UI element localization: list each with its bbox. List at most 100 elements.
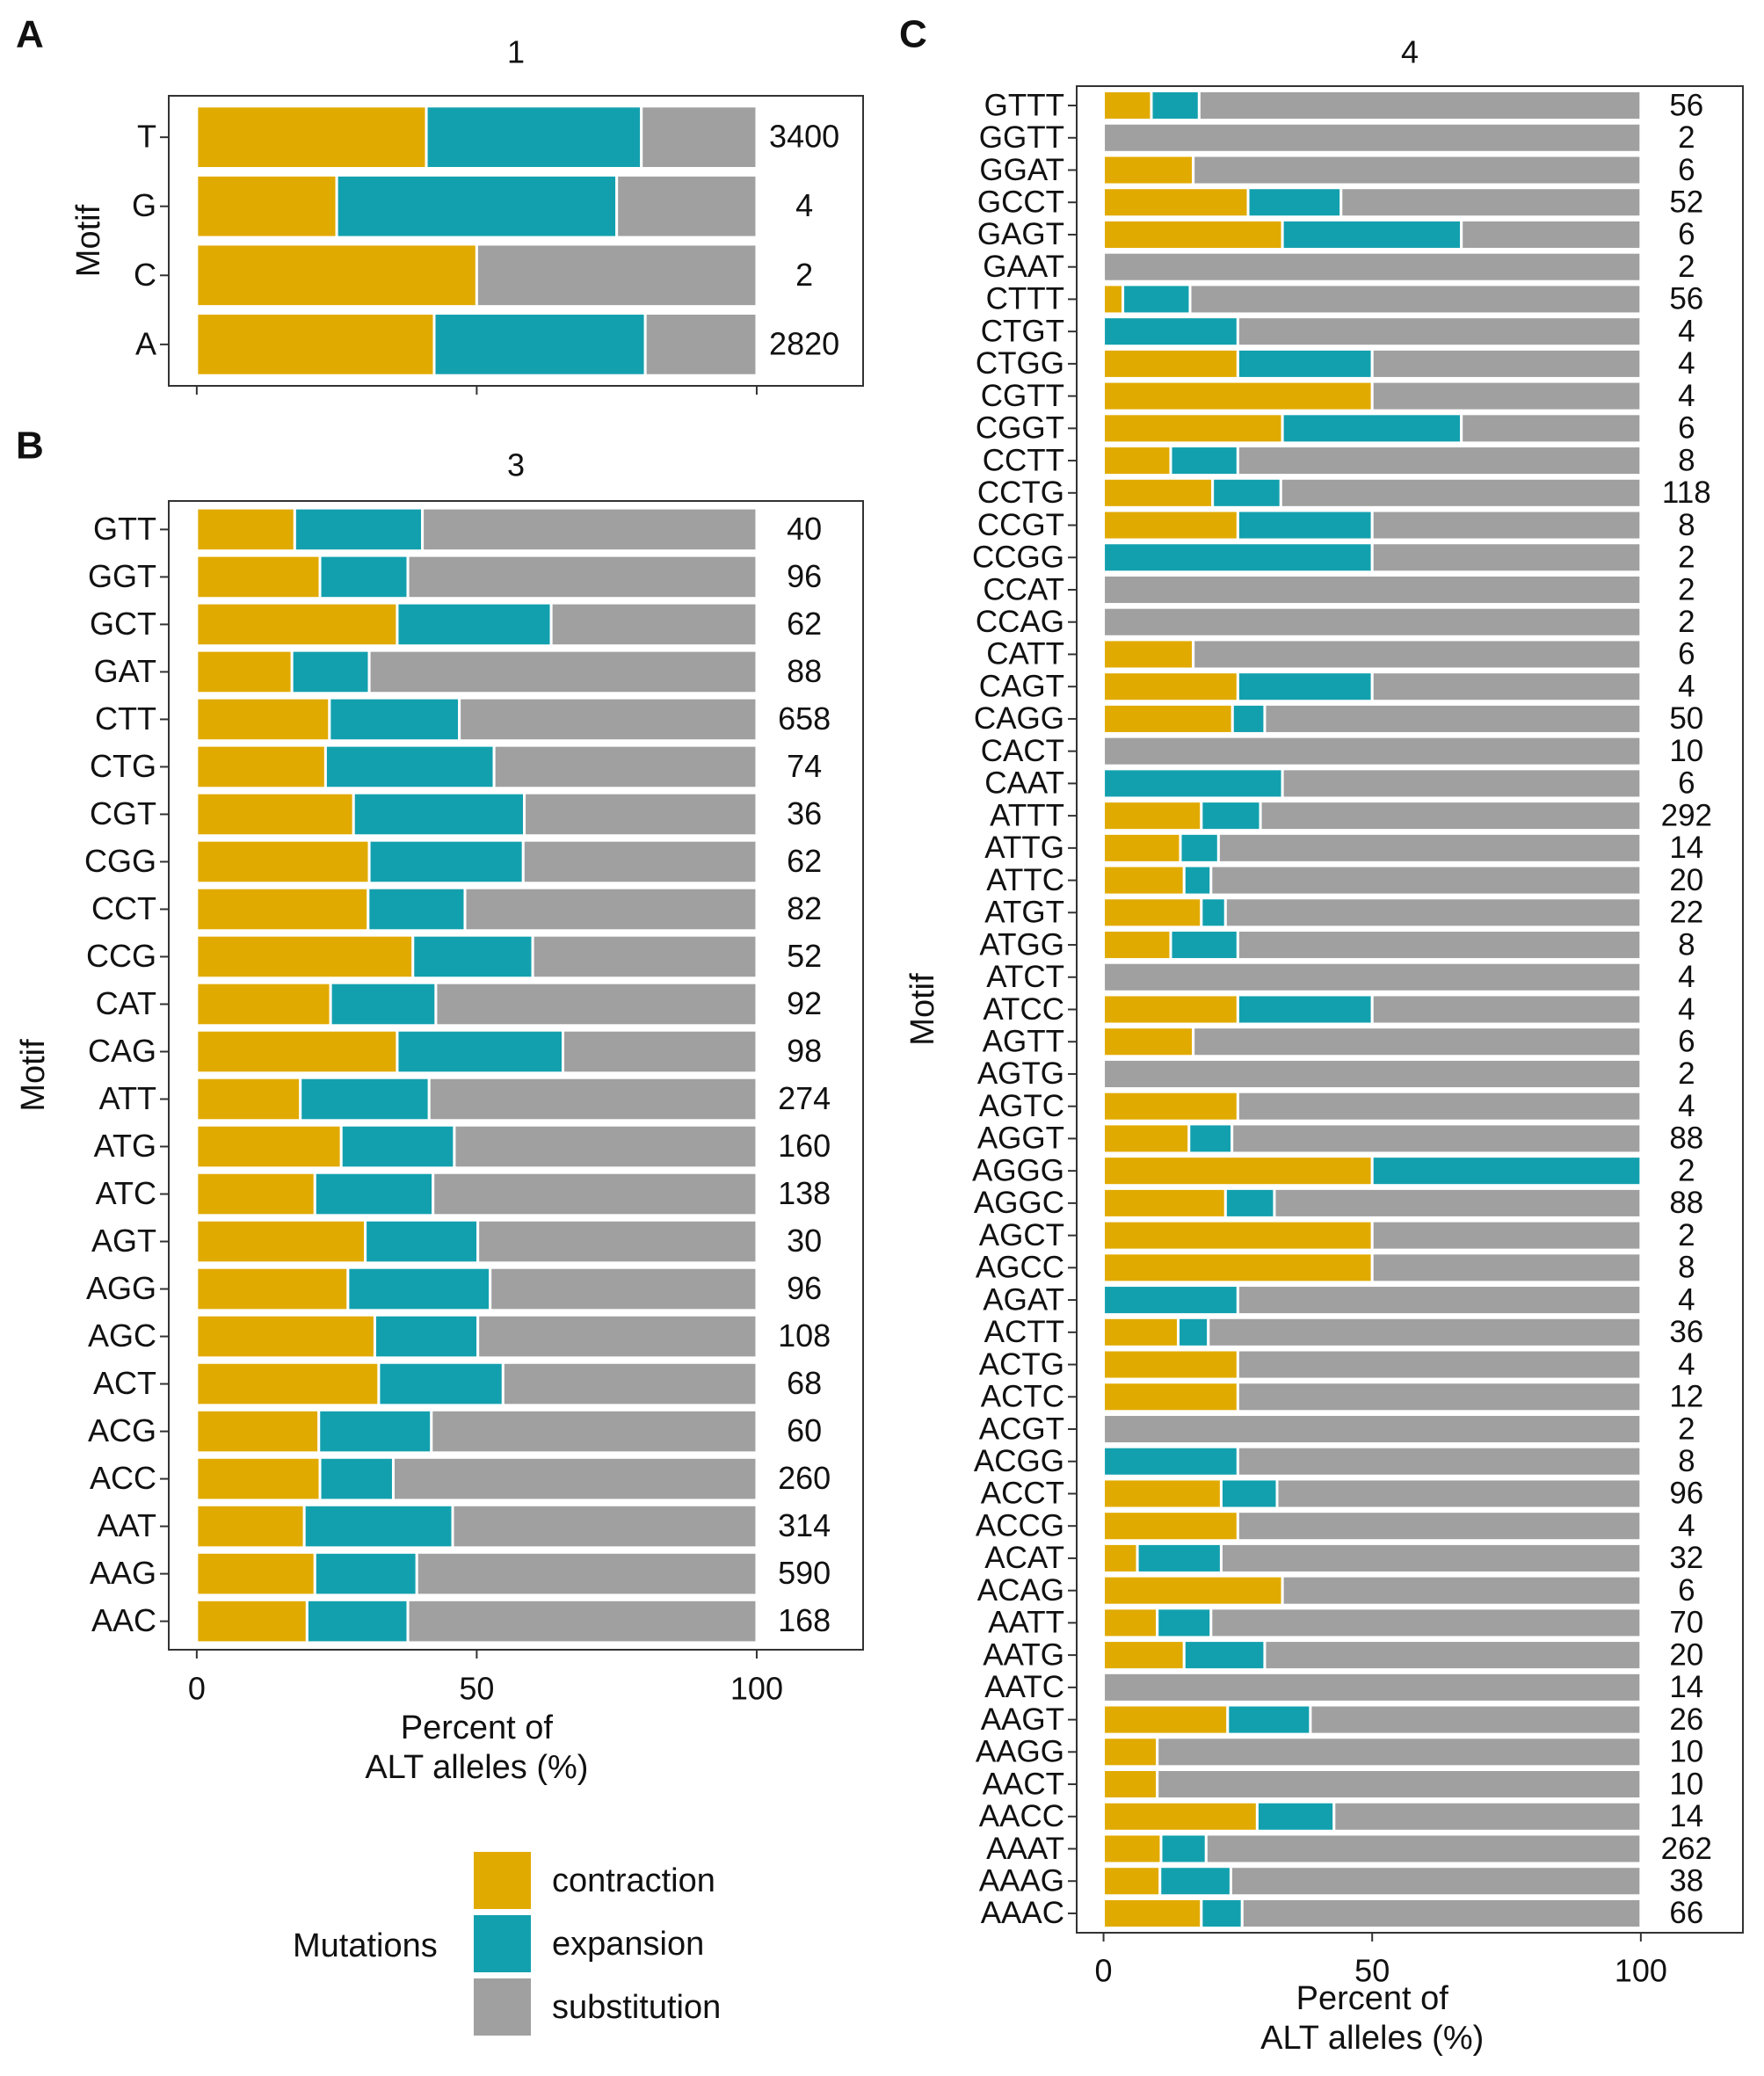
count-label: 68 <box>787 1365 822 1401</box>
bar-segment <box>396 601 553 648</box>
y-tick-label: G <box>132 187 156 223</box>
bar-segment <box>643 312 759 377</box>
bar-segment <box>1460 412 1643 445</box>
y-tick-label: AAT <box>98 1507 156 1543</box>
count-label: 52 <box>1669 185 1703 219</box>
legend-label: contraction <box>552 1862 715 1899</box>
y-tick-label: CAGG <box>974 701 1064 736</box>
bar-segment <box>195 1503 306 1550</box>
y-tick-label: CATT <box>986 637 1064 671</box>
bar-segment <box>1102 1897 1203 1929</box>
bar-segment <box>1102 1736 1159 1768</box>
bar-segment <box>1229 1865 1643 1898</box>
bar-segment <box>1370 671 1643 703</box>
bar-segment <box>1339 186 1643 219</box>
bar-segment <box>1273 1187 1643 1219</box>
count-label: 52 <box>787 938 822 974</box>
y-tick-label: AATC <box>984 1670 1064 1704</box>
count-label: 274 <box>778 1080 831 1116</box>
legend-label: expansion <box>552 1926 704 1963</box>
y-axis-label: Motif <box>904 973 941 1046</box>
y-tick-label: CGGT <box>976 411 1064 446</box>
count-label: 22 <box>1669 896 1703 930</box>
legend-key <box>474 1852 531 1909</box>
y-tick-label: AACC <box>979 1799 1064 1833</box>
bar-segment <box>1102 1412 1643 1446</box>
count-label: 14 <box>1669 831 1703 865</box>
count-label: 8 <box>1678 927 1695 962</box>
bar-segment <box>1158 1865 1232 1898</box>
count-label: 6 <box>1678 411 1695 446</box>
bar-segment <box>1192 638 1643 671</box>
bar-segment <box>1370 347 1643 380</box>
y-tick-label: C <box>134 257 156 293</box>
y-tick-label: AAC <box>91 1602 156 1638</box>
count-label: 2 <box>1678 605 1695 639</box>
y-tick-label: CGTT <box>981 379 1064 413</box>
y-tick-label: AGTC <box>979 1089 1064 1123</box>
count-label: 4 <box>795 187 813 223</box>
count-label: 3400 <box>769 119 839 155</box>
bar-segment <box>1102 1155 1374 1187</box>
legend-key <box>474 1915 531 1972</box>
count-label: 4 <box>1678 314 1695 348</box>
bar-segment <box>317 1408 433 1455</box>
bar-segment <box>1102 186 1250 219</box>
bar-segment <box>1236 1445 1643 1477</box>
bar-segment <box>1102 831 1182 864</box>
bar-segment <box>501 1361 759 1407</box>
bar-segment <box>1200 1897 1244 1929</box>
y-tick-label: AGCC <box>976 1251 1064 1285</box>
y-tick-label: ATC <box>96 1175 156 1211</box>
bar-segment <box>406 1598 759 1644</box>
bar-segment <box>1102 250 1643 283</box>
panel-title: 4 <box>1401 34 1419 70</box>
bar-segment <box>195 1455 322 1502</box>
bar-segment <box>1236 1284 1643 1317</box>
y-tick-label: AAGT <box>981 1702 1064 1737</box>
bar-segment <box>430 1408 759 1455</box>
bar-segment <box>453 1123 759 1170</box>
bar-segment <box>195 1218 367 1265</box>
bar-segment <box>1102 1477 1223 1510</box>
y-tick-label: CCGT <box>977 508 1064 542</box>
y-tick-label: CACT <box>981 734 1064 768</box>
bar-segment <box>1102 1219 1374 1252</box>
bar-segment <box>1188 283 1643 316</box>
bar-segment <box>421 506 759 553</box>
y-tick-label: CAT <box>96 985 156 1021</box>
bar-segment <box>1102 864 1186 896</box>
bar-segment <box>1236 1381 1643 1413</box>
count-label: 88 <box>787 653 822 689</box>
y-tick-label: CTG <box>90 748 156 784</box>
y-tick-label: ATGG <box>979 927 1064 962</box>
bar-segment <box>1102 1445 1239 1477</box>
count-label: 658 <box>778 700 831 737</box>
bar-segment <box>377 1361 505 1407</box>
y-tick-label: GCT <box>90 606 156 642</box>
count-label: 40 <box>787 511 822 547</box>
y-tick-label: CCTT <box>983 443 1064 477</box>
panel-title: 3 <box>507 447 525 483</box>
x-axis-label: ALT alleles (%) <box>365 1749 588 1786</box>
count-label: 4 <box>1678 669 1695 703</box>
y-tick-label: ACTG <box>979 1347 1064 1382</box>
bar-segment <box>195 1408 321 1455</box>
bar-segment <box>1102 1703 1230 1736</box>
bar-segment <box>434 981 759 1027</box>
bar-segment <box>1370 1155 1643 1187</box>
bar-segment <box>1169 929 1239 962</box>
bar-segment <box>1102 735 1643 767</box>
bar-segment <box>195 243 478 308</box>
bar-segment <box>1179 831 1220 864</box>
y-tick-label: ACCT <box>981 1477 1064 1511</box>
bar-segment <box>195 981 332 1027</box>
bar-segment <box>1460 218 1643 250</box>
count-label: 8 <box>1678 1251 1695 1285</box>
count-label: 20 <box>1669 1637 1703 1672</box>
bar-segment <box>1216 831 1643 864</box>
count-label: 2820 <box>769 325 839 361</box>
legend-title: Mutations <box>293 1927 438 1964</box>
bar-segment <box>475 243 759 308</box>
bar-segment <box>451 1503 759 1550</box>
